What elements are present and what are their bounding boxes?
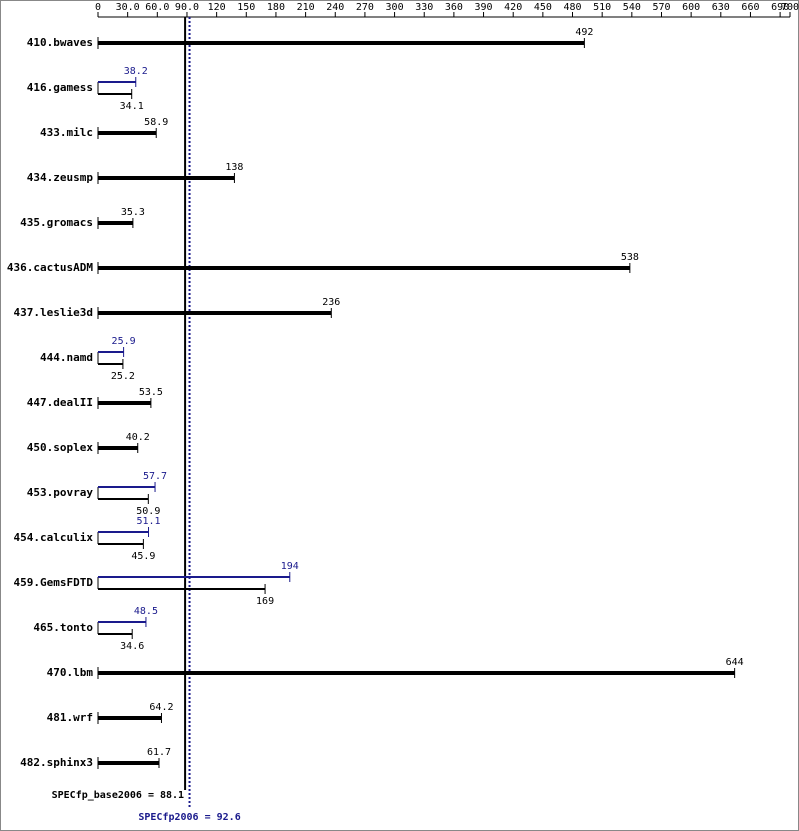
value-label: 57.7 <box>143 471 167 482</box>
value-label: 50.9 <box>136 506 160 517</box>
value-label: 194 <box>281 561 299 572</box>
category-label: 450.soplex <box>27 441 94 454</box>
category-label: 433.milc <box>40 126 93 139</box>
value-label: 25.9 <box>112 336 136 347</box>
value-label: 48.5 <box>134 606 158 617</box>
value-label: 538 <box>621 252 639 263</box>
x-tick-label: 0 <box>95 2 101 13</box>
value-label: 34.6 <box>120 641 144 652</box>
x-tick-label: 700 <box>781 2 799 13</box>
category-label: 435.gromacs <box>20 216 93 229</box>
value-label: 53.5 <box>139 387 163 398</box>
x-tick-label: 30.0 <box>116 2 140 13</box>
value-label: 45.9 <box>131 551 155 562</box>
category-label: 465.tonto <box>33 621 93 634</box>
value-label: 169 <box>256 596 274 607</box>
category-label: 447.dealII <box>27 396 93 409</box>
x-tick-label: 330 <box>415 2 433 13</box>
category-label: 459.GemsFDTD <box>14 576 94 589</box>
category-label: 437.leslie3d <box>14 306 93 319</box>
value-label: 51.1 <box>136 516 160 527</box>
x-tick-label: 540 <box>623 2 641 13</box>
category-label: 434.zeusmp <box>27 171 94 184</box>
value-label: 236 <box>322 297 340 308</box>
x-tick-label: 90.0 <box>175 2 199 13</box>
value-label: 492 <box>575 27 593 38</box>
category-label: 481.wrf <box>47 711 93 724</box>
value-label: 35.3 <box>121 207 145 218</box>
category-label: 416.gamess <box>27 81 93 94</box>
x-tick-label: 570 <box>652 2 670 13</box>
category-label: 470.lbm <box>47 666 94 679</box>
x-tick-label: 390 <box>475 2 493 13</box>
x-tick-label: 180 <box>267 2 285 13</box>
x-tick-label: 60.0 <box>145 2 169 13</box>
value-label: 38.2 <box>124 66 148 77</box>
category-label: 444.namd <box>40 351 93 364</box>
category-label: 436.cactusADM <box>7 261 93 274</box>
x-tick-label: 150 <box>237 2 255 13</box>
x-tick-label: 480 <box>563 2 581 13</box>
x-tick-label: 270 <box>356 2 374 13</box>
reference-label: SPECfp2006 = 92.6 <box>138 812 240 823</box>
x-tick-label: 660 <box>741 2 759 13</box>
x-tick-label: 450 <box>534 2 552 13</box>
x-tick-label: 210 <box>297 2 315 13</box>
value-label: 34.1 <box>120 101 144 112</box>
value-label: 138 <box>225 162 243 173</box>
category-label: 410.bwaves <box>27 36 93 49</box>
value-label: 25.2 <box>111 371 135 382</box>
x-tick-label: 300 <box>386 2 404 13</box>
value-label: 40.2 <box>126 432 150 443</box>
category-label: 482.sphinx3 <box>20 756 93 769</box>
x-tick-label: 630 <box>712 2 730 13</box>
x-tick-label: 600 <box>682 2 700 13</box>
x-tick-label: 420 <box>504 2 522 13</box>
category-label: 453.povray <box>27 486 94 499</box>
x-tick-label: 240 <box>326 2 344 13</box>
value-label: 61.7 <box>147 747 171 758</box>
category-label: 454.calculix <box>14 531 94 544</box>
x-tick-label: 510 <box>593 2 611 13</box>
value-label: 64.2 <box>149 702 173 713</box>
reference-label: SPECfp_base2006 = 88.1 <box>52 790 184 801</box>
value-label: 644 <box>726 657 744 668</box>
x-tick-label: 690 <box>771 2 789 13</box>
x-tick-label: 120 <box>208 2 226 13</box>
x-tick-label: 360 <box>445 2 463 13</box>
value-label: 58.9 <box>144 117 168 128</box>
